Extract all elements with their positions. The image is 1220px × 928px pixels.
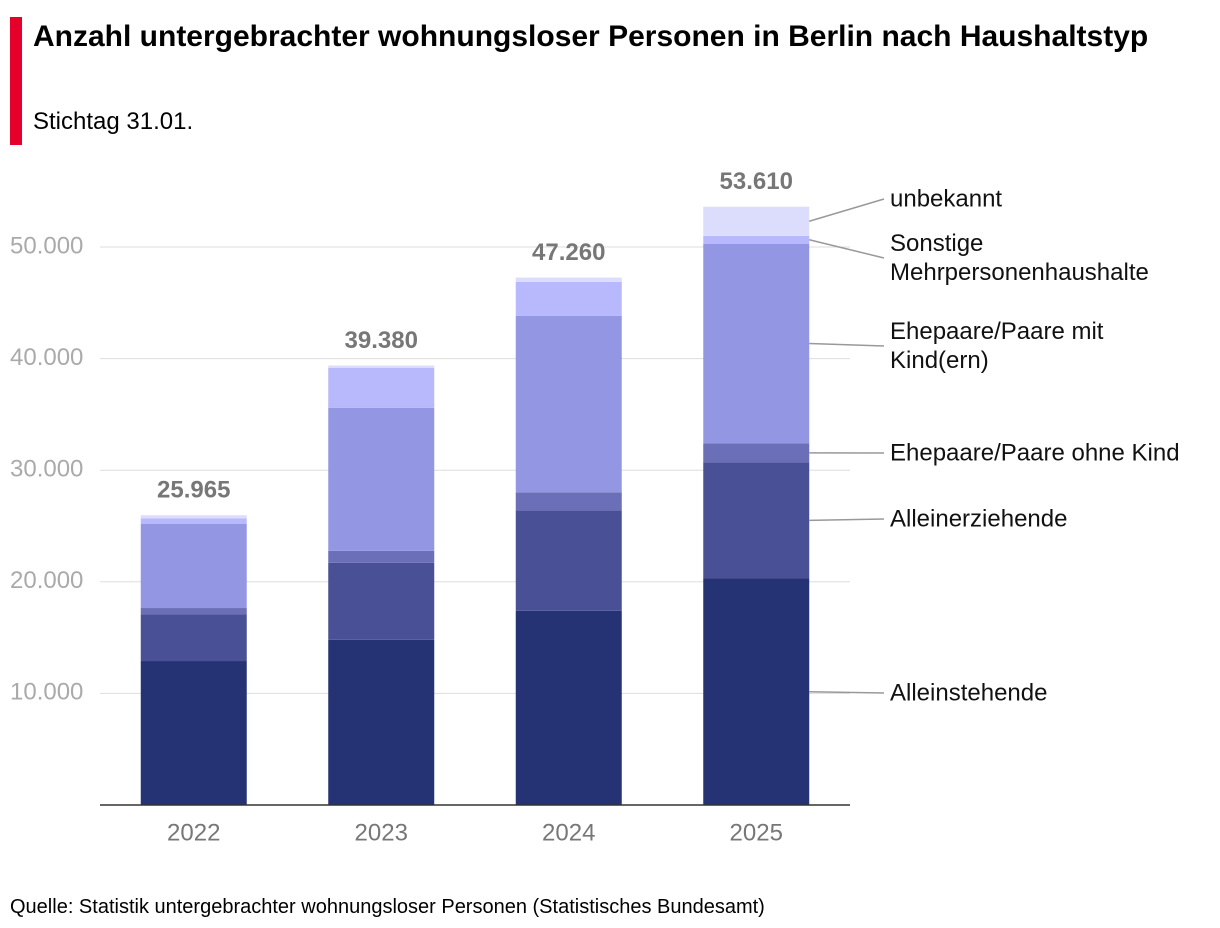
legend-leader [809, 239, 885, 259]
bar-segment [140, 523, 247, 609]
x-tick-label: 2022 [167, 819, 220, 846]
legend-leader [809, 518, 885, 522]
bar-segment [328, 639, 435, 805]
bar-segment [515, 315, 622, 493]
y-tick-label: 20.000 [10, 567, 83, 594]
legend-label: unbekannt [890, 185, 1003, 213]
accent-bar [10, 17, 22, 145]
bar-segment [140, 614, 247, 662]
bar-segment [140, 518, 247, 524]
bar-segment [328, 407, 435, 551]
bar-segment [703, 443, 810, 463]
legend-label: Ehepaare/Paare mit Kind(ern) [890, 318, 1104, 374]
total-label: 53.610 [720, 168, 793, 195]
legend-leader [809, 198, 885, 222]
legend-label: Ehepaare/Paare ohne Kind [890, 439, 1180, 467]
x-tick-label: 2024 [542, 819, 595, 846]
x-tick-label: 2023 [355, 819, 408, 846]
bar-segment [328, 365, 435, 368]
bar-segment [328, 367, 435, 408]
total-label: 39.380 [345, 327, 418, 354]
legend-label: Alleinerziehende [890, 505, 1068, 533]
chart-title: Anzahl untergebrachter wohnungsloser Per… [33, 20, 1149, 53]
bar-segment [140, 661, 247, 805]
x-tick-label: 2025 [730, 819, 783, 846]
bar-segment [515, 610, 622, 805]
bar-segment [515, 281, 622, 316]
bar-segment [328, 550, 435, 563]
y-tick-label: 30.000 [10, 456, 83, 483]
bar-segment [515, 277, 622, 282]
total-label: 25.965 [157, 477, 230, 504]
bar-segment [703, 235, 810, 244]
source: Quelle: Statistik untergebrachter wohnun… [10, 896, 765, 918]
legend-label: Alleinstehende [890, 679, 1048, 707]
y-tick-label: 10.000 [10, 679, 83, 706]
y-tick-label: 50.000 [10, 232, 83, 259]
chart-subtitle: Stichtag 31.01. [33, 108, 194, 135]
bar-segment [328, 562, 435, 640]
bar-segment [140, 608, 247, 615]
legend-label: Sonstige Mehrpersonenhaushalte [890, 230, 1149, 286]
bar-segment [703, 578, 810, 805]
bar-segment [140, 515, 247, 519]
bar-segment [515, 510, 622, 611]
legend-leader [809, 690, 885, 694]
total-label: 47.260 [532, 239, 605, 266]
bar-segment [515, 492, 622, 511]
bar-segment [703, 206, 810, 236]
bar-segment [703, 243, 810, 444]
y-tick-label: 40.000 [10, 344, 83, 371]
bar-segment [703, 462, 810, 579]
legend-leader [809, 342, 885, 347]
